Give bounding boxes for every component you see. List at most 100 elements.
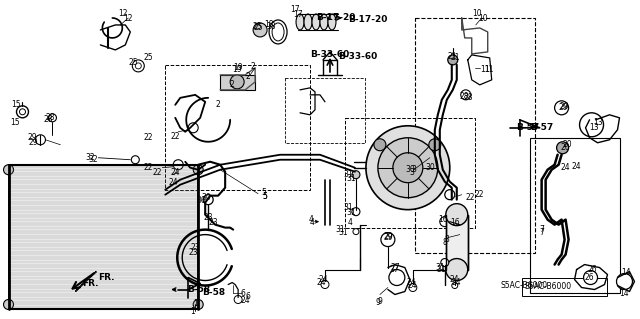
Text: 30: 30	[196, 196, 206, 205]
Text: 30: 30	[425, 163, 435, 172]
Text: 28: 28	[45, 113, 55, 122]
Text: B-17-20: B-17-20	[348, 15, 387, 24]
Circle shape	[429, 139, 441, 151]
Circle shape	[35, 135, 45, 145]
Circle shape	[616, 274, 632, 290]
Text: 23: 23	[188, 248, 198, 256]
Circle shape	[461, 90, 471, 100]
Circle shape	[321, 280, 329, 288]
Bar	[345, 118, 475, 228]
Text: 13: 13	[593, 118, 603, 127]
Bar	[446, 215, 468, 270]
Circle shape	[17, 106, 29, 118]
Text: 31: 31	[437, 264, 447, 274]
Text: 8: 8	[444, 235, 449, 244]
Circle shape	[366, 126, 450, 210]
Text: 24: 24	[170, 168, 180, 177]
Text: 15: 15	[12, 100, 21, 109]
Text: 26: 26	[588, 264, 597, 274]
Text: 5: 5	[262, 192, 267, 201]
Circle shape	[557, 142, 568, 154]
Text: 31: 31	[435, 263, 445, 272]
Circle shape	[352, 171, 360, 179]
Circle shape	[193, 300, 203, 309]
Bar	[522, 278, 607, 295]
Text: 22: 22	[143, 133, 153, 142]
Text: 23: 23	[190, 243, 200, 252]
Text: 24: 24	[572, 162, 581, 171]
Text: 24: 24	[561, 163, 570, 172]
Text: 7: 7	[539, 225, 544, 234]
Text: 24: 24	[450, 275, 460, 284]
Text: 4: 4	[310, 218, 315, 226]
Text: 4: 4	[308, 215, 314, 224]
Circle shape	[446, 259, 468, 280]
Circle shape	[441, 259, 449, 267]
Text: B-33-60: B-33-60	[338, 52, 377, 61]
Text: 25: 25	[252, 22, 262, 31]
Text: 22: 22	[466, 193, 476, 202]
Text: 19: 19	[234, 63, 243, 72]
Circle shape	[230, 75, 244, 89]
Text: 28: 28	[463, 93, 472, 102]
Bar	[415, 18, 534, 253]
Circle shape	[440, 217, 450, 226]
Text: 29: 29	[28, 133, 37, 142]
Text: 31: 31	[338, 228, 348, 237]
Text: 14: 14	[621, 268, 631, 277]
Text: 9: 9	[378, 297, 382, 306]
Text: 1: 1	[190, 308, 195, 316]
Text: 5: 5	[262, 192, 267, 201]
Text: 24: 24	[408, 280, 417, 290]
Text: 10: 10	[477, 14, 488, 23]
Text: B-57: B-57	[516, 123, 540, 132]
Text: 19: 19	[232, 65, 242, 74]
Circle shape	[173, 160, 183, 170]
Text: 17: 17	[290, 5, 300, 14]
Text: 31: 31	[343, 203, 353, 212]
Text: 10: 10	[472, 10, 481, 19]
Text: 22: 22	[143, 163, 153, 172]
Text: S5AC-B6000: S5AC-B6000	[500, 281, 547, 290]
Bar	[165, 65, 310, 190]
Text: 26: 26	[585, 273, 595, 282]
Text: 20: 20	[561, 143, 570, 152]
Text: 14: 14	[620, 289, 629, 298]
Text: 25: 25	[253, 24, 263, 33]
Text: 23: 23	[208, 218, 218, 226]
Text: 2: 2	[230, 80, 234, 89]
Ellipse shape	[320, 14, 328, 30]
Circle shape	[374, 139, 386, 151]
Text: 6: 6	[241, 289, 246, 298]
Text: 7: 7	[540, 228, 545, 237]
Text: 18: 18	[264, 20, 274, 29]
Bar	[285, 78, 365, 143]
Text: 29: 29	[384, 232, 394, 241]
Circle shape	[188, 123, 198, 133]
Text: 2: 2	[216, 100, 221, 109]
Text: 22: 22	[170, 132, 180, 141]
Circle shape	[4, 165, 13, 175]
Circle shape	[389, 270, 405, 286]
Ellipse shape	[296, 14, 304, 30]
Text: 6: 6	[245, 292, 250, 300]
Circle shape	[135, 63, 141, 69]
Circle shape	[193, 165, 203, 175]
Circle shape	[409, 284, 417, 292]
Ellipse shape	[269, 20, 287, 44]
Text: 29: 29	[383, 233, 393, 242]
Text: 8: 8	[443, 238, 447, 247]
Text: 32: 32	[88, 155, 98, 164]
Text: 11: 11	[484, 65, 493, 74]
Text: 31: 31	[335, 225, 345, 234]
Circle shape	[131, 156, 140, 164]
Text: 22: 22	[152, 168, 162, 177]
Bar	[220, 75, 255, 90]
Text: 32: 32	[86, 153, 95, 162]
Ellipse shape	[304, 14, 312, 30]
Circle shape	[49, 114, 56, 122]
Text: 27: 27	[390, 263, 400, 272]
Text: B-17-20: B-17-20	[316, 13, 356, 22]
Text: 24: 24	[318, 275, 328, 284]
Text: S5AC-B6000: S5AC-B6000	[525, 282, 572, 291]
